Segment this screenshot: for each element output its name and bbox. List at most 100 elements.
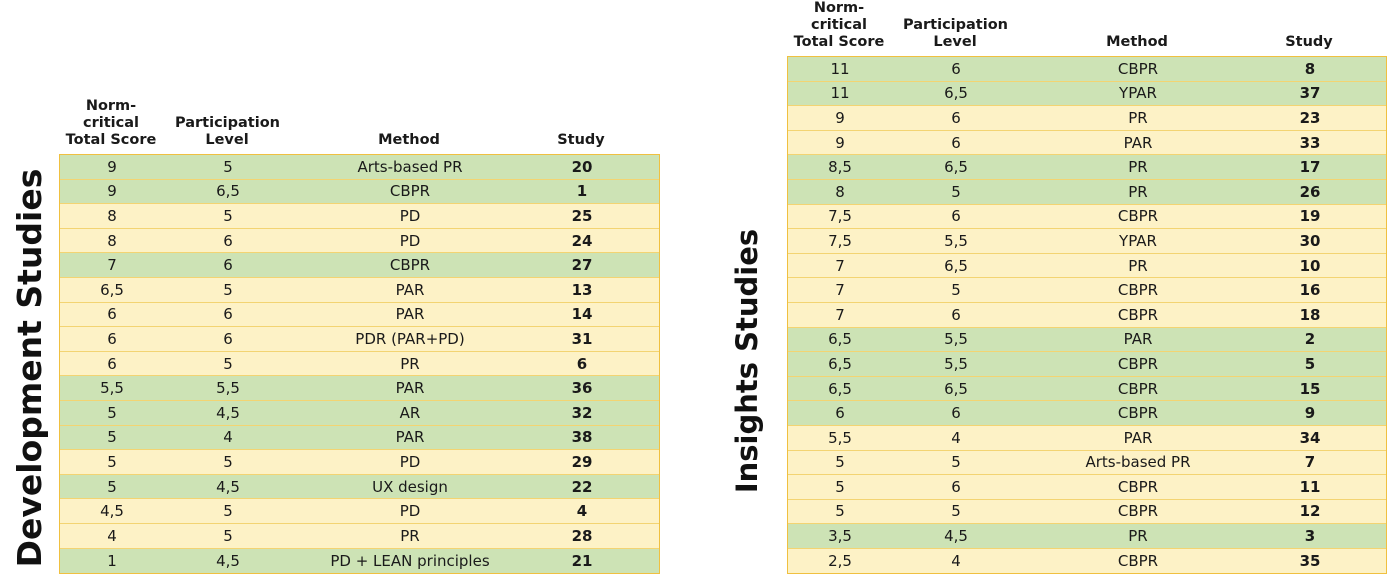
cell-method: PD bbox=[399, 502, 421, 521]
table-row: 5 5 Arts-based PR 7 bbox=[788, 450, 1386, 476]
cell-score: 7 bbox=[835, 281, 845, 300]
cell-participation: 5 bbox=[223, 280, 233, 299]
cell-method: PD + LEAN principles bbox=[330, 551, 490, 570]
cell-method: PAR bbox=[395, 280, 425, 299]
cell-method: PR bbox=[1128, 527, 1148, 546]
cell-participation: 6,5 bbox=[216, 182, 240, 201]
table-row: 6,5 5,5 CBPR 5 bbox=[788, 352, 1386, 377]
table-row: 6,5 6,5 CBPR 15 bbox=[788, 376, 1386, 402]
cell-participation: 6 bbox=[951, 207, 961, 226]
cell-score: 2,5 bbox=[828, 552, 852, 571]
table-row: 2,5 4 CBPR 35 bbox=[788, 548, 1386, 574]
cell-participation: 6 bbox=[223, 305, 233, 324]
cell-study: 23 bbox=[1299, 108, 1321, 127]
cell-study: 28 bbox=[571, 526, 593, 545]
insights-studies-title: Insights Studies bbox=[730, 228, 764, 494]
cell-study: 21 bbox=[571, 551, 593, 570]
cell-study: 4 bbox=[576, 502, 588, 521]
cell-score: 8 bbox=[835, 182, 845, 201]
table-row: 7,5 5,5 YPAR 30 bbox=[788, 229, 1386, 254]
cell-participation: 5,5 bbox=[216, 379, 240, 398]
cell-study: 16 bbox=[1299, 281, 1321, 300]
cell-method: CBPR bbox=[1117, 207, 1159, 226]
cell-study: 20 bbox=[571, 157, 593, 176]
cell-method: YPAR bbox=[1119, 84, 1157, 103]
cell-participation: 5,5 bbox=[944, 354, 968, 373]
cell-score: 1 bbox=[107, 551, 117, 570]
cell-score: 5 bbox=[107, 452, 117, 471]
table-row: 7 5 CBPR 16 bbox=[788, 278, 1386, 303]
cell-study: 12 bbox=[1299, 502, 1321, 521]
cell-score: 4,5 bbox=[100, 502, 124, 521]
cell-study: 29 bbox=[571, 452, 593, 471]
cell-method: CBPR bbox=[1117, 404, 1159, 423]
development-studies-table: Norm-critical Total Score Participation … bbox=[59, 98, 660, 575]
cell-score: 6,5 bbox=[828, 330, 852, 349]
cell-study: 2 bbox=[1304, 330, 1316, 349]
cell-study: 9 bbox=[1304, 404, 1316, 423]
table-row: 6 6 CBPR 9 bbox=[788, 401, 1386, 426]
cell-method: YPAR bbox=[1119, 231, 1157, 250]
table-row: 5 6 CBPR 11 bbox=[788, 475, 1386, 500]
cell-method: PD bbox=[399, 452, 421, 471]
cell-method: PD bbox=[399, 206, 421, 225]
cell-method: UX design bbox=[372, 477, 448, 496]
table-row: 8,5 6,5 PR 17 bbox=[788, 155, 1386, 180]
cell-score: 6 bbox=[107, 329, 117, 348]
table-row: 11 6,5 YPAR 37 bbox=[788, 81, 1386, 107]
cell-score: 6,5 bbox=[828, 354, 852, 373]
header-score: Norm-critical Total Score bbox=[793, 0, 885, 50]
cell-participation: 5 bbox=[951, 453, 961, 472]
table-row: 5 4 PAR 38 bbox=[60, 425, 659, 451]
table-row: 3,5 4,5 PR 3 bbox=[788, 524, 1386, 549]
header-participation: Participation Level bbox=[175, 115, 280, 148]
table-body: 9 5 Arts-based PR 20 9 6,5 CBPR 1 8 5 PD 25 8 6 PD 24 7 6… bbox=[59, 154, 660, 575]
cell-score: 6 bbox=[107, 305, 117, 324]
cell-method: PR bbox=[1128, 256, 1148, 275]
cell-study: 38 bbox=[571, 428, 593, 447]
table-row: 5,5 5,5 PAR 36 bbox=[60, 376, 659, 401]
cell-participation: 4 bbox=[951, 428, 961, 447]
cell-participation: 6,5 bbox=[944, 379, 968, 398]
cell-method: PAR bbox=[395, 379, 425, 398]
cell-study: 3 bbox=[1304, 527, 1316, 546]
cell-score: 8 bbox=[107, 206, 117, 225]
cell-participation: 4,5 bbox=[944, 527, 968, 546]
cell-participation: 4 bbox=[951, 552, 961, 571]
cell-study: 31 bbox=[571, 329, 593, 348]
cell-participation: 6,5 bbox=[944, 256, 968, 275]
table-row: 6 6 PAR 14 bbox=[60, 302, 659, 328]
table-row: 5 5 CBPR 12 bbox=[788, 499, 1386, 525]
cell-study: 34 bbox=[1299, 428, 1321, 447]
table-row: 11 6 CBPR 8 bbox=[788, 57, 1386, 82]
cell-participation: 6 bbox=[223, 329, 233, 348]
table-row: 1 4,5 PD + LEAN principles 21 bbox=[60, 548, 659, 574]
cell-study: 5 bbox=[1304, 354, 1316, 373]
cell-study: 33 bbox=[1299, 133, 1321, 152]
table-row: 4,5 5 PD 4 bbox=[60, 499, 659, 524]
cell-participation: 6 bbox=[951, 59, 961, 78]
cell-score: 9 bbox=[835, 133, 845, 152]
table-row: 7 6 CBPR 27 bbox=[60, 253, 659, 278]
cell-method: Arts-based PR bbox=[357, 157, 463, 176]
table-row: 5 4,5 AR 32 bbox=[60, 400, 659, 426]
cell-study: 14 bbox=[571, 305, 593, 324]
cell-score: 4 bbox=[107, 526, 117, 545]
cell-study: 30 bbox=[1299, 231, 1321, 250]
cell-participation: 6 bbox=[223, 231, 233, 250]
cell-method: CBPR bbox=[1117, 552, 1159, 571]
cell-participation: 5 bbox=[223, 452, 233, 471]
cell-method: CBPR bbox=[1117, 379, 1159, 398]
cell-study: 32 bbox=[571, 403, 593, 422]
cell-score: 9 bbox=[107, 157, 117, 176]
cell-participation: 6 bbox=[951, 305, 961, 324]
table-row: 4 5 PR 28 bbox=[60, 523, 659, 549]
cell-participation: 6 bbox=[951, 477, 961, 496]
cell-participation: 4,5 bbox=[216, 403, 240, 422]
cell-participation: 6 bbox=[951, 108, 961, 127]
table-row: 6,5 5 PAR 13 bbox=[60, 277, 659, 303]
cell-method: PR bbox=[1128, 158, 1148, 177]
cell-method: CBPR bbox=[1117, 502, 1159, 521]
cell-method: CBPR bbox=[1117, 59, 1159, 78]
cell-study: 26 bbox=[1299, 182, 1321, 201]
